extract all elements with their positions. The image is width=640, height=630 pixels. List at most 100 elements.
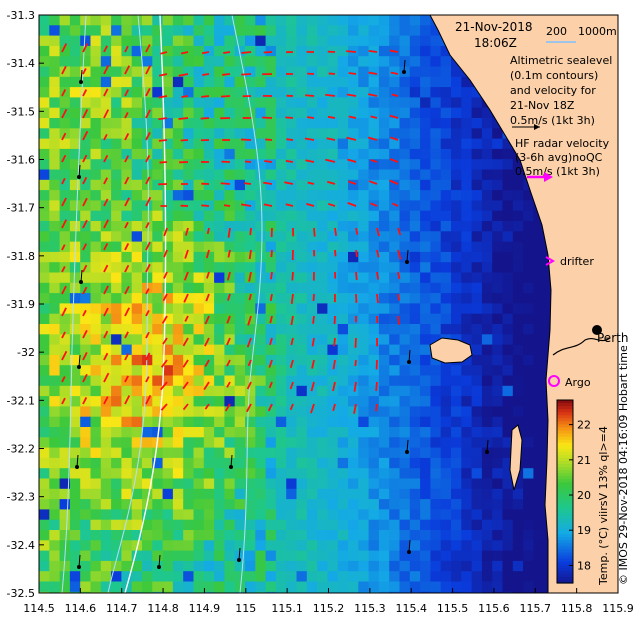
sst-cell <box>90 241 102 253</box>
sst-cell <box>245 427 256 438</box>
sst-cell <box>162 437 174 449</box>
sst-cell <box>80 313 92 325</box>
sst-cell <box>224 488 236 500</box>
sst-cell <box>481 468 493 480</box>
velocity-arrow <box>247 359 252 367</box>
sst-cell <box>389 530 401 541</box>
sst-cell <box>409 303 421 315</box>
sst-cell <box>142 540 153 552</box>
sst-cell <box>121 591 133 593</box>
sst-cell <box>131 427 143 438</box>
sst-cell <box>49 396 61 407</box>
sst-cell <box>389 241 401 253</box>
sst-cell <box>502 365 514 377</box>
sst-cell <box>275 313 287 325</box>
sst-cell <box>389 457 401 469</box>
sst-cell <box>111 447 122 459</box>
sst-cell <box>502 550 514 562</box>
sst-cell <box>131 406 143 418</box>
sst-cell <box>368 241 380 253</box>
sst-cell <box>430 447 442 459</box>
sst-cell <box>255 282 267 294</box>
sst-cell <box>193 581 205 593</box>
sst-cell <box>368 334 380 346</box>
sst-cell <box>399 375 411 387</box>
sst-cell <box>512 519 524 531</box>
sst-cell <box>39 179 50 191</box>
sst-cell <box>152 221 164 232</box>
sst-cell <box>245 241 256 253</box>
sst-cell <box>69 571 81 583</box>
colorbar-swatch <box>557 534 573 538</box>
sst-cell <box>409 148 421 160</box>
y-tick-label: -31.8 <box>7 250 35 263</box>
sst-cell <box>265 241 277 253</box>
sst-cell <box>368 148 380 160</box>
sst-cell <box>368 159 380 171</box>
sst-cell <box>265 35 277 47</box>
sst-cell <box>142 354 153 366</box>
drifter-dot <box>77 565 81 569</box>
sst-cell <box>275 272 287 284</box>
sst-cell <box>142 550 153 562</box>
sst-cell <box>461 365 473 377</box>
sst-cell <box>378 25 390 37</box>
sst-cell <box>224 262 236 274</box>
sst-cell <box>389 571 401 583</box>
sst-cell <box>172 107 184 119</box>
sst-cell <box>183 354 195 366</box>
sst-cell <box>142 488 153 500</box>
sst-cell <box>492 354 504 366</box>
sst-cell <box>152 385 164 397</box>
sst-cell <box>49 365 61 377</box>
sst-cell <box>358 138 370 150</box>
sst-cell <box>451 87 462 98</box>
sst-cell <box>306 159 318 171</box>
sst-cell <box>100 488 112 500</box>
sst-cell <box>172 138 184 150</box>
sst-cell <box>440 293 452 304</box>
sst-cell <box>409 437 421 449</box>
sst-cell <box>49 354 61 366</box>
sst-cell <box>306 262 318 274</box>
sst-cell <box>461 200 473 212</box>
sst-cell <box>409 571 421 583</box>
sst-cell <box>358 591 370 593</box>
colorbar-swatch <box>557 451 573 456</box>
sst-cell <box>358 262 370 274</box>
sst-cell <box>265 251 277 263</box>
sst-cell <box>399 344 411 356</box>
altimetry-legend-line: 21-Nov 18Z <box>510 99 575 112</box>
sst-cell <box>255 560 267 572</box>
sst-cell <box>59 334 71 346</box>
colorbar-swatch <box>557 400 573 404</box>
sst-cell <box>471 118 483 129</box>
sst-cell <box>306 488 318 500</box>
sst-cell <box>224 406 236 418</box>
sst-cell <box>275 499 287 510</box>
sst-cell <box>203 499 215 510</box>
velocity-arrow <box>286 138 294 141</box>
sst-cell <box>59 540 71 552</box>
sst-cell <box>358 478 370 490</box>
sst-cell <box>481 272 493 284</box>
sst-cell <box>389 324 401 335</box>
sst-cell <box>409 550 421 562</box>
sst-cell <box>368 210 380 222</box>
velocity-arrow <box>145 241 151 251</box>
sst-cell <box>378 560 390 572</box>
sst-cell <box>224 118 236 129</box>
sst-cell <box>49 313 61 325</box>
sst-cell <box>502 221 514 232</box>
sst-cell <box>399 468 411 480</box>
sst-cell <box>296 550 308 562</box>
sst-cell <box>245 550 256 562</box>
sst-cell <box>512 396 524 407</box>
sst-cell <box>286 138 298 150</box>
sst-cell <box>409 35 421 47</box>
sst-cell <box>368 282 380 294</box>
sst-cell <box>471 519 483 531</box>
sst-cell <box>69 406 81 418</box>
sst-cell <box>306 107 318 119</box>
sst-cell <box>378 303 390 315</box>
